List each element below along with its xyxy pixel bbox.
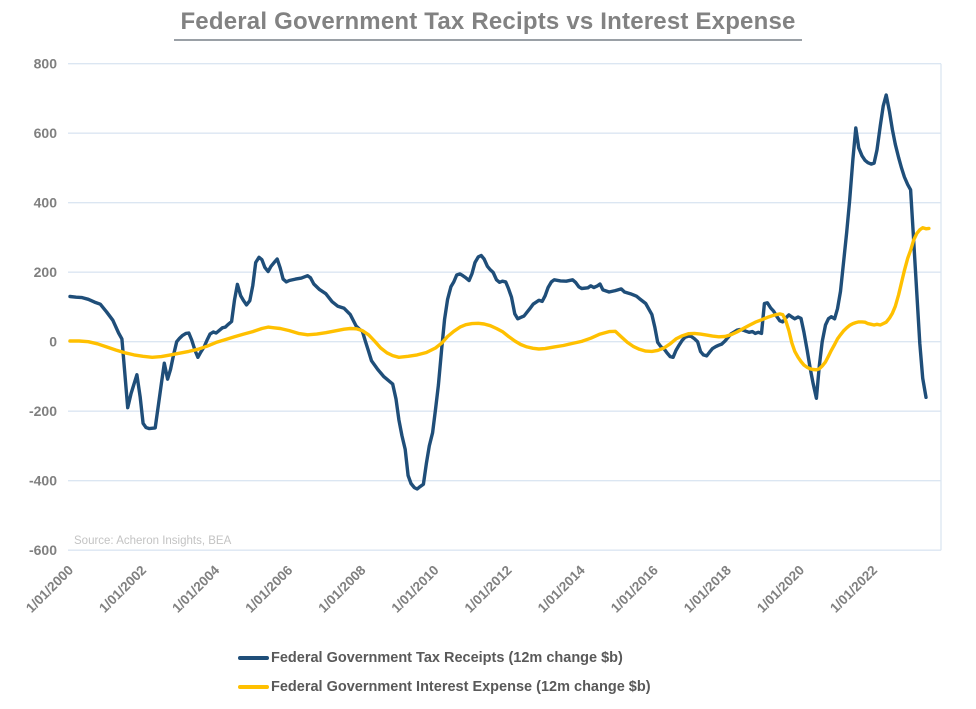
y-axis-tick-label: -200 [29,403,57,419]
legend-item-interest-expense: Federal Government Interest Expense (12m… [238,677,651,697]
legend-label-interest-expense: Federal Government Interest Expense (12m… [271,679,651,695]
series-line-interest-expense [68,225,931,372]
legend-label-tax-receipts: Federal Government Tax Receipts (12m cha… [271,650,623,666]
x-axis-tick-label: 1/01/2002 [96,563,149,616]
x-axis-tick-label: 1/01/2010 [389,563,442,616]
y-axis-tick-label: -400 [29,473,57,489]
x-axis-tick-label: 1/01/2012 [462,563,515,616]
x-axis-tick-label: 1/01/2014 [535,562,588,615]
y-axis-tick-label: 800 [34,56,58,72]
x-axis-tick-label: 1/01/2000 [23,563,76,616]
x-axis-tick-label: 1/01/2020 [754,563,807,616]
chart-legend: Federal Government Tax Receipts (12m cha… [238,648,651,697]
source-note: Source: Acheron Insights, BEA [74,535,232,547]
x-axis-tick-label: 1/01/2018 [681,562,734,615]
x-axis-tick-label: 1/01/2008 [315,562,368,615]
x-axis-tick-label: 1/01/2006 [242,562,295,615]
y-axis-tick-label: 600 [34,125,58,141]
y-axis-tick-label: -600 [29,542,57,558]
y-axis-tick-label: 200 [34,264,58,280]
tax-receipts-line-swatch-icon [238,656,269,660]
x-axis-tick-label: 1/01/2022 [827,563,880,616]
series-line-tax-receipts [68,93,928,491]
interest-expense-line-swatch-icon [238,685,269,689]
title-container: Federal Government Tax Recipts vs Intere… [0,8,976,41]
y-axis-tick-label: 400 [34,195,58,211]
x-axis-tick-label: 1/01/2004 [169,562,222,615]
chart-title: Federal Government Tax Recipts vs Intere… [174,8,802,41]
legend-item-tax-receipts: Federal Government Tax Receipts (12m cha… [238,648,651,668]
y-axis-tick-label: 0 [49,334,57,350]
x-axis-tick-label: 1/01/2016 [608,562,661,615]
